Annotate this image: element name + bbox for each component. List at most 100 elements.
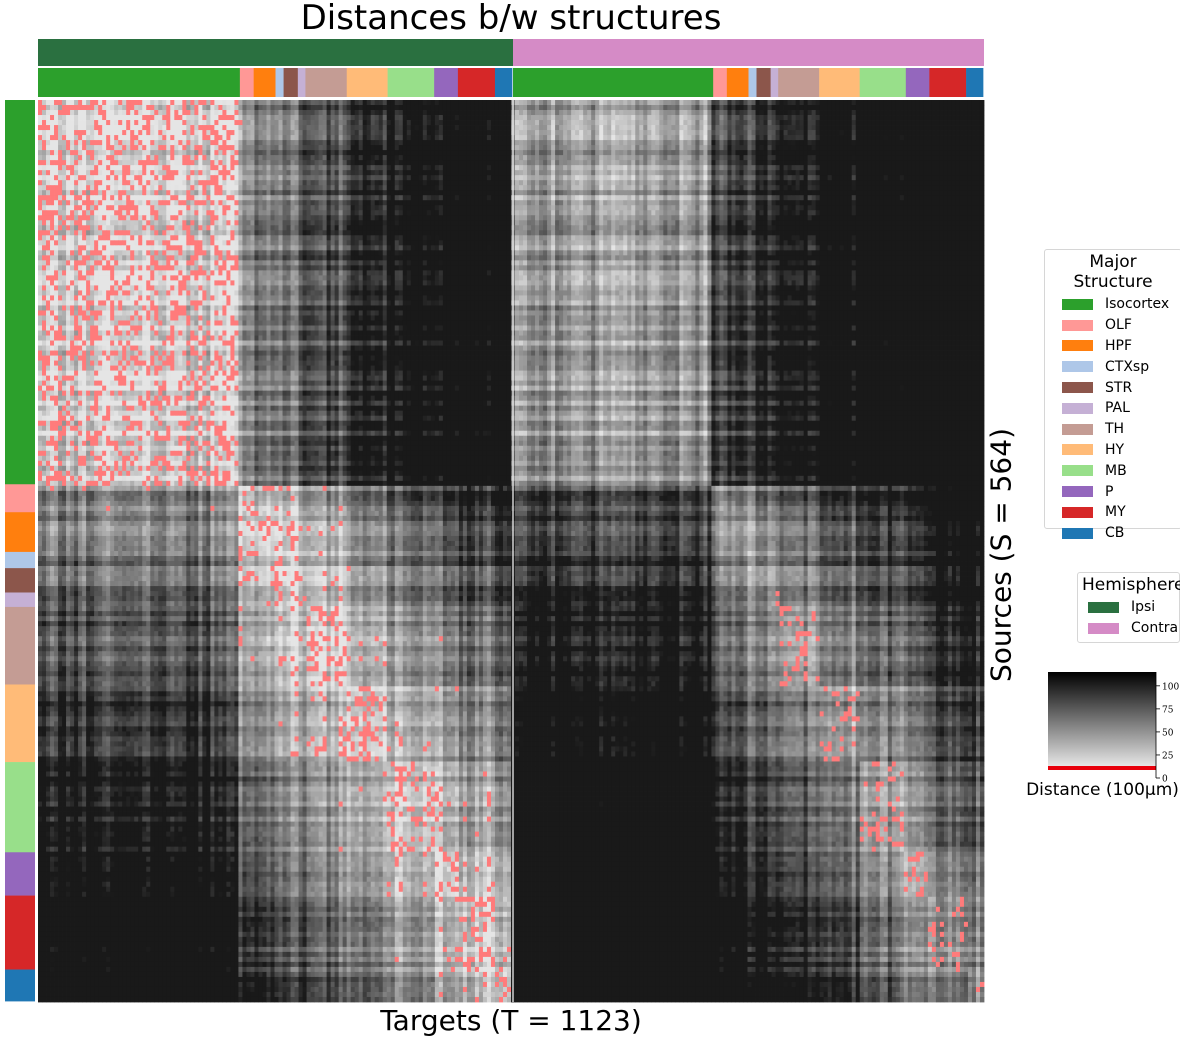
heatmap-cell: [635, 180, 639, 185]
heatmap-cell: [138, 180, 142, 185]
heatmap-cell: [743, 140, 747, 145]
heatmap-cell: [571, 105, 575, 110]
heatmap-cell: [343, 175, 347, 180]
heatmap-cell: [800, 180, 804, 185]
heatmap-cell: [563, 155, 567, 160]
heatmap-cell: [776, 165, 780, 170]
heatmap-cell: [816, 185, 820, 190]
heatmap-cell: [58, 180, 62, 185]
heatmap-cell: [467, 115, 471, 120]
heatmap-cell: [796, 160, 800, 165]
heatmap-cell: [667, 155, 671, 160]
heatmap-cell: [976, 140, 980, 145]
heatmap-cell: [980, 135, 984, 140]
heatmap-cell: [844, 185, 848, 190]
heatmap-cell: [687, 145, 691, 150]
heatmap-cell: [98, 185, 102, 190]
heatmap-cell: [347, 110, 351, 115]
heatmap-cell: [643, 105, 647, 110]
heatmap-cell: [888, 115, 892, 120]
heatmap-cell: [892, 120, 896, 125]
heatmap-cell: [555, 180, 559, 185]
heatmap-cell: [667, 105, 671, 110]
heatmap-cell: [824, 190, 828, 195]
heatmap-cell: [940, 105, 944, 110]
heatmap-cell: [190, 155, 194, 160]
heatmap-cell: [206, 145, 210, 150]
heatmap-cell: [872, 100, 876, 105]
heatmap-cell: [808, 180, 812, 185]
heatmap-cell: [535, 105, 539, 110]
heatmap-cell: [275, 160, 279, 165]
heatmap-cell: [804, 115, 808, 120]
heatmap-cell: [844, 190, 848, 195]
heatmap-cell: [242, 185, 246, 190]
heatmap-cell: [475, 165, 479, 170]
heatmap-cell: [66, 120, 70, 125]
heatmap-cell: [735, 105, 739, 110]
heatmap-cell: [719, 115, 723, 120]
heatmap-cell: [607, 100, 611, 105]
heatmap-cell: [579, 170, 583, 175]
heatmap-cell: [174, 130, 178, 135]
heatmap-cell: [443, 105, 447, 110]
heatmap-cell: [343, 150, 347, 155]
heatmap-cell: [487, 185, 491, 190]
heatmap-cell: [295, 130, 299, 135]
heatmap-cell: [98, 160, 102, 165]
heatmap-cell: [864, 160, 868, 165]
heatmap-cell: [266, 155, 270, 160]
heatmap-cell: [752, 145, 756, 150]
heatmap-cell: [415, 110, 419, 115]
heatmap-cell: [299, 175, 303, 180]
heatmap-cell: [234, 170, 238, 175]
heatmap-cell: [748, 140, 752, 145]
heatmap-cell: [134, 150, 138, 155]
heatmap-cell: [174, 145, 178, 150]
heatmap-cell: [519, 180, 523, 185]
heatmap-cell: [142, 195, 146, 200]
heatmap-cell: [519, 170, 523, 175]
heatmap-cell: [194, 120, 198, 125]
heatmap-cell: [407, 160, 411, 165]
heatmap-cell: [339, 110, 343, 115]
heatmap-cell: [551, 130, 555, 135]
heatmap-cell: [291, 190, 295, 195]
heatmap-cell: [303, 160, 307, 165]
heatmap-cell: [495, 190, 499, 195]
heatmap-cell: [234, 180, 238, 185]
heatmap-cell: [635, 115, 639, 120]
heatmap-cell: [563, 150, 567, 155]
heatmap-cell: [102, 175, 106, 180]
heatmap-cell: [796, 155, 800, 160]
heatmap-cell: [739, 180, 743, 185]
heatmap-cell: [719, 155, 723, 160]
heatmap-cell: [359, 165, 363, 170]
heatmap-cell: [707, 180, 711, 185]
heatmap-cell: [126, 100, 130, 105]
heatmap-cell: [880, 140, 884, 145]
heatmap-cell: [54, 175, 58, 180]
heatmap-cell: [379, 180, 383, 185]
heatmap-cell: [166, 110, 170, 115]
heatmap-cell: [559, 185, 563, 190]
heatmap-cell: [731, 110, 735, 115]
heatmap-cell: [222, 170, 226, 175]
heatmap-cell: [675, 185, 679, 190]
heatmap-cell: [182, 190, 186, 195]
heatmap-cell: [202, 170, 206, 175]
heatmap-cell: [70, 170, 74, 175]
heatmap-cell: [150, 170, 154, 175]
heatmap-cell: [579, 135, 583, 140]
heatmap-cell: [932, 125, 936, 130]
heatmap-cell: [583, 165, 587, 170]
heatmap-cell: [114, 160, 118, 165]
heatmap-cell: [206, 115, 210, 120]
heatmap-cell: [367, 130, 371, 135]
heatmap-cell: [760, 100, 764, 105]
heatmap-cell: [262, 170, 266, 175]
heatmap-cell: [479, 160, 483, 165]
heatmap-cell: [230, 120, 234, 125]
heatmap-cell: [868, 100, 872, 105]
heatmap-cell: [130, 135, 134, 140]
